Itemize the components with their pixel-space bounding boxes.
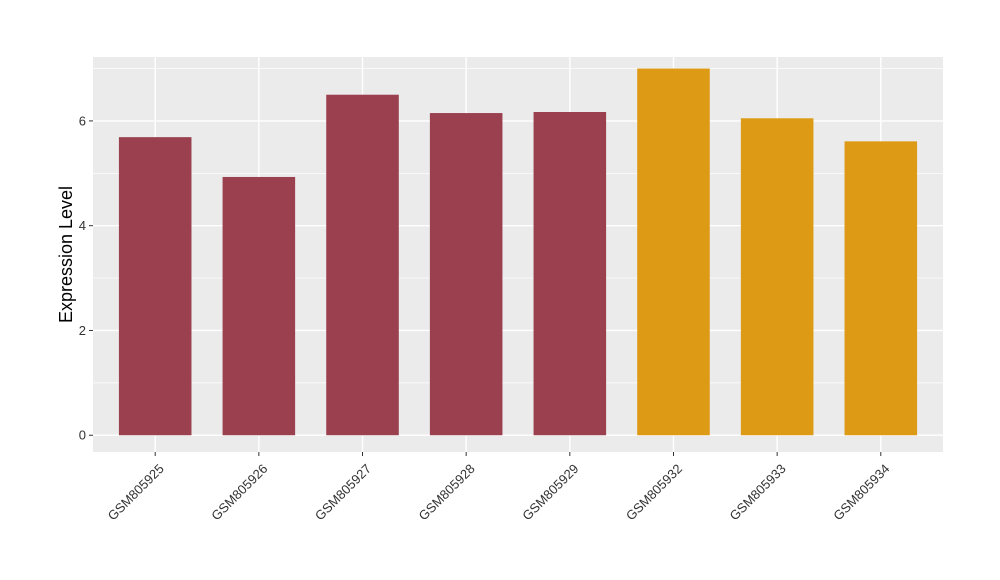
x-axis: GSM805925 GSM805926 GSM805927 GSM805928 GSM8… [105,452,892,523]
bar-GSM805926 [222,176,296,436]
bar-GSM805934 [844,141,918,436]
x-tick-label: GSM805928 [416,461,478,523]
bar-GSM805927 [326,94,399,436]
x-tick-label: GSM805925 [105,461,167,523]
bar-GSM805929 [533,112,607,436]
bar-GSM805933 [740,118,814,436]
x-tick-label: GSM805932 [623,461,685,523]
y-axis-title: Expression Level [56,186,76,323]
bars [118,68,918,436]
y-tick-label: 4 [79,218,86,233]
y-tick-label: 6 [79,113,86,128]
x-tick-label: GSM805933 [727,461,789,523]
y-axis: 0 2 4 6 [79,113,93,443]
y-tick-label: 2 [79,323,86,338]
bar-GSM805932 [637,68,710,436]
x-tick-label: GSM805929 [519,461,581,523]
y-tick-label: 0 [79,428,86,443]
x-tick-label: GSM805926 [208,461,270,523]
plot-panel [93,57,943,452]
bar-GSM805925 [118,137,192,436]
bar-GSM805928 [429,113,503,436]
x-tick-label: GSM805927 [312,461,374,523]
x-tick-label: GSM805934 [830,461,892,523]
